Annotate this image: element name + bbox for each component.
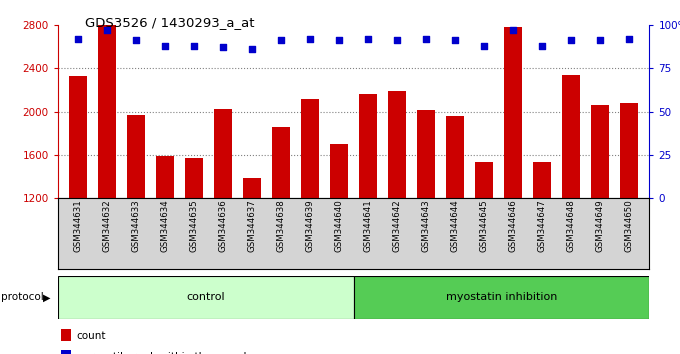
Text: count: count	[77, 331, 106, 341]
Bar	[156, 156, 174, 198]
Text: GSM344644: GSM344644	[451, 200, 460, 252]
Bar	[69, 76, 87, 198]
Bar	[620, 103, 638, 198]
Text: GSM344646: GSM344646	[509, 200, 517, 252]
Text: GSM344649: GSM344649	[596, 200, 605, 252]
Text: GSM344638: GSM344638	[277, 200, 286, 252]
Text: GDS3526 / 1430293_a_at: GDS3526 / 1430293_a_at	[85, 16, 254, 29]
Text: GSM344639: GSM344639	[305, 200, 315, 252]
Bar	[388, 91, 406, 198]
Bar	[186, 158, 203, 198]
Text: control: control	[186, 292, 225, 302]
Text: GSM344632: GSM344632	[103, 200, 112, 252]
Text: GSM344637: GSM344637	[248, 200, 256, 252]
Point	[566, 38, 577, 43]
Point	[479, 43, 490, 48]
Text: GSM344635: GSM344635	[190, 200, 199, 252]
Point	[421, 36, 432, 41]
Bar	[505, 27, 522, 198]
Bar	[446, 116, 464, 198]
Text: percentile rank within the sample: percentile rank within the sample	[77, 352, 252, 354]
Text: GSM344648: GSM344648	[566, 200, 575, 252]
Bar	[243, 178, 261, 198]
Point	[218, 45, 228, 50]
Point	[102, 27, 113, 33]
Bar	[592, 105, 609, 198]
Text: GSM344642: GSM344642	[392, 200, 402, 252]
Point	[131, 38, 141, 43]
Bar	[562, 75, 580, 198]
Point	[508, 27, 519, 33]
Point	[160, 43, 171, 48]
Text: GSM344640: GSM344640	[335, 200, 343, 252]
Point	[624, 36, 634, 41]
Text: GSM344643: GSM344643	[422, 200, 430, 252]
Point	[73, 36, 84, 41]
Point	[305, 36, 316, 41]
Bar	[360, 94, 377, 198]
Bar	[214, 109, 232, 198]
Point	[362, 36, 373, 41]
Text: myostatin inhibition: myostatin inhibition	[446, 292, 557, 302]
Text: GSM344631: GSM344631	[73, 200, 82, 252]
Point	[275, 38, 286, 43]
Bar	[61, 350, 71, 354]
Text: protocol: protocol	[1, 292, 44, 302]
Text: GSM344641: GSM344641	[364, 200, 373, 252]
Point	[334, 38, 345, 43]
Text: GSM344647: GSM344647	[538, 200, 547, 252]
Bar	[301, 98, 319, 198]
Point	[247, 46, 258, 52]
Text: GSM344645: GSM344645	[479, 200, 489, 252]
Point	[595, 38, 606, 43]
Text: GSM344634: GSM344634	[160, 200, 169, 252]
Text: ▶: ▶	[43, 292, 50, 302]
Text: GSM344633: GSM344633	[132, 200, 141, 252]
Bar	[273, 127, 290, 198]
Bar	[533, 162, 551, 198]
Text: GSM344650: GSM344650	[625, 200, 634, 252]
Bar	[58, 276, 354, 319]
Bar	[61, 329, 71, 341]
Point	[392, 38, 403, 43]
Bar	[330, 144, 347, 198]
Text: GSM344636: GSM344636	[218, 200, 228, 252]
Bar	[475, 162, 493, 198]
Point	[188, 43, 199, 48]
Bar	[127, 115, 145, 198]
Bar	[418, 110, 435, 198]
Point	[537, 43, 547, 48]
Bar	[354, 276, 649, 319]
Bar	[99, 25, 116, 198]
Point	[449, 38, 460, 43]
